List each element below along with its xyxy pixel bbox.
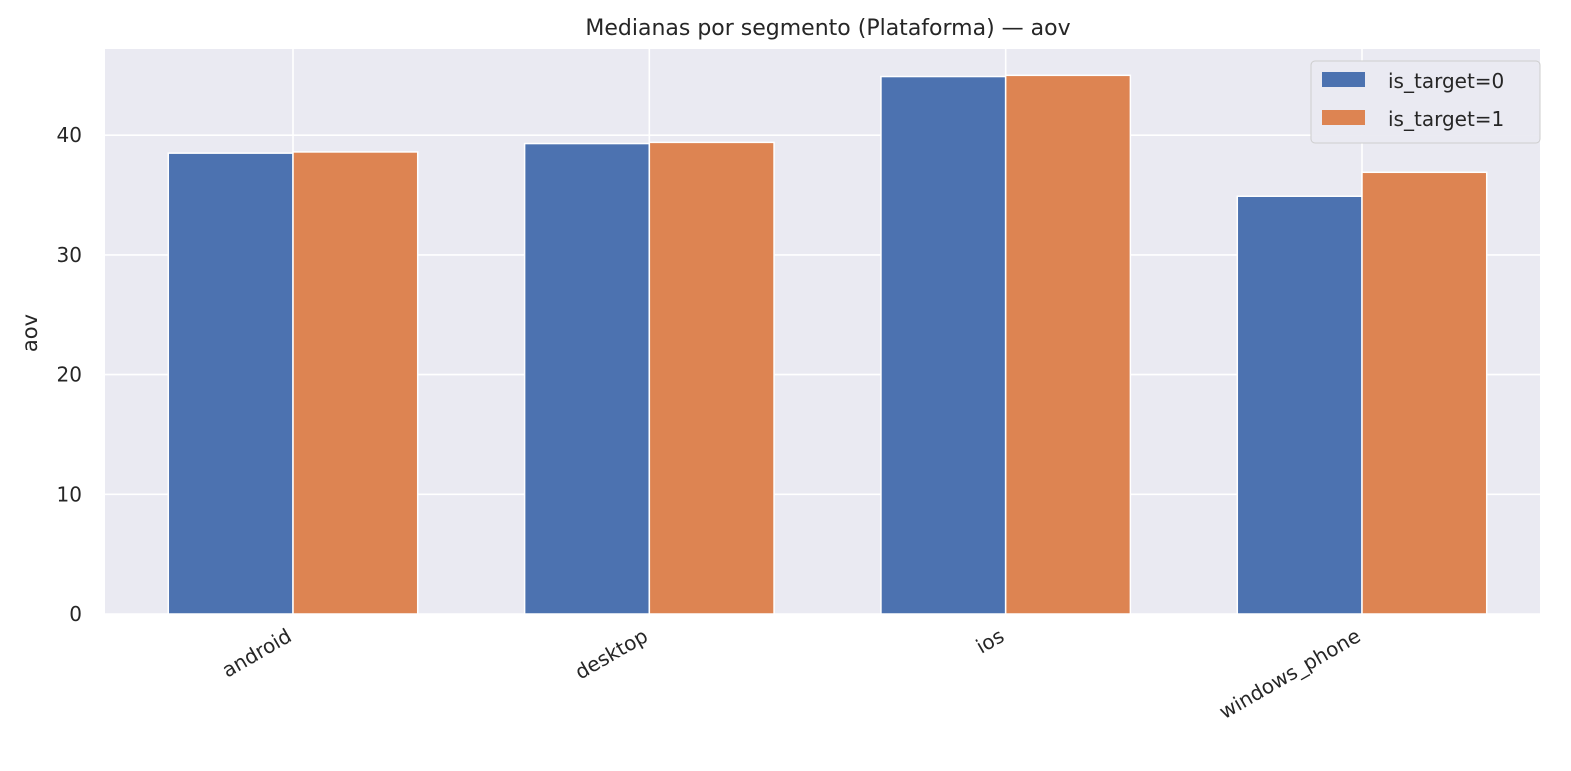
y-tick-label: 30	[57, 243, 82, 267]
bar-desktop-series-0	[523, 142, 651, 615]
legend: is_target=0 is_target=1	[1310, 60, 1541, 144]
x-tick-label: desktop	[571, 624, 652, 685]
bars-group	[167, 74, 1488, 615]
legend-frame	[1310, 60, 1541, 144]
x-tick-label: android	[218, 624, 296, 683]
y-axis-label: aov	[18, 314, 42, 352]
bar-desktop-series-1	[648, 141, 775, 615]
bar-ios-series-1	[1004, 74, 1132, 615]
y-tick-label: 0	[69, 602, 82, 626]
chart-title: Medianas por segmento (Plataforma) — aov	[585, 16, 1070, 41]
y-tick-label: 40	[57, 123, 82, 147]
y-tick-label: 20	[57, 363, 82, 387]
legend-swatch	[1322, 110, 1365, 125]
bar-windows_phone-series-0	[1236, 195, 1363, 615]
bar-android-series-1	[292, 151, 419, 615]
bar-windows_phone-series-1	[1361, 171, 1488, 615]
y-tick-labels: 0 10 20 30 40	[57, 123, 82, 626]
legend-label: is_target=0	[1388, 69, 1504, 93]
legend-swatch	[1322, 72, 1365, 87]
y-tick-label: 10	[57, 482, 82, 506]
bar-android-series-0	[167, 152, 294, 615]
x-tick-label: ios	[972, 624, 1008, 659]
x-tick-label: windows_phone	[1215, 624, 1365, 724]
legend-label: is_target=1	[1388, 107, 1504, 131]
bar-ios-series-0	[880, 75, 1007, 615]
x-tick-labels: android desktop ios windows_phone	[218, 624, 1365, 724]
